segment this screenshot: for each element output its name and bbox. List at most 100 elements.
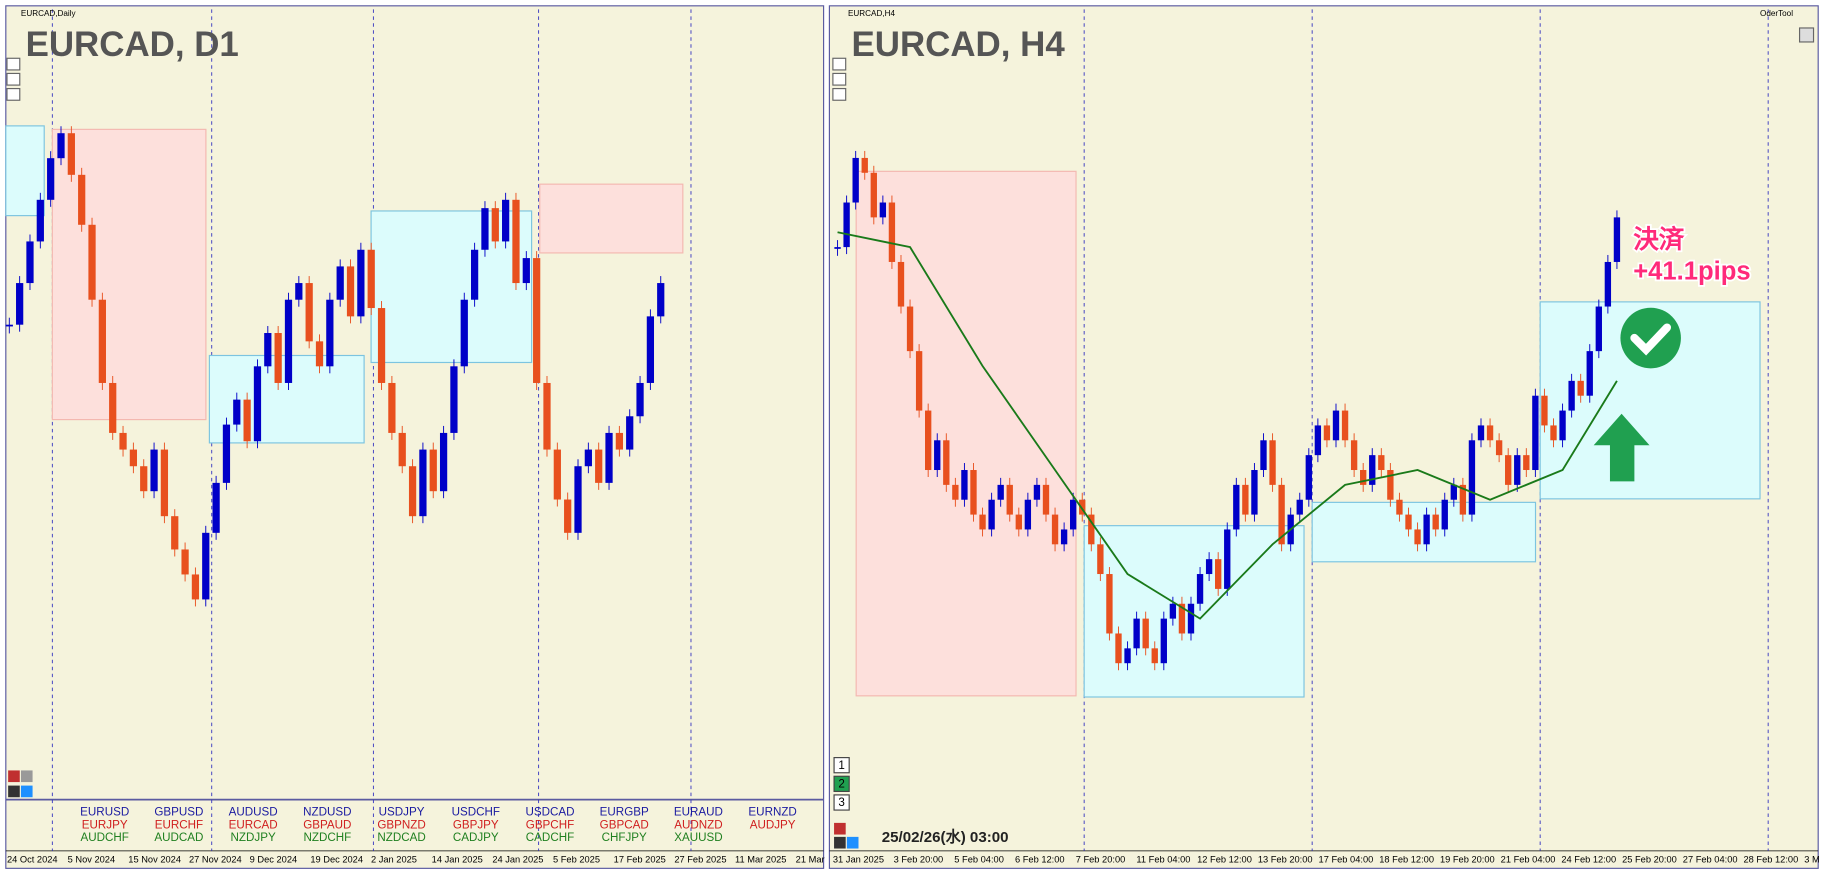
button-label[interactable]: 2 (838, 777, 844, 790)
symbol-link[interactable]: AUDCAD (154, 831, 203, 844)
x-tick-label: 24 Jan 2025 (492, 855, 543, 865)
candle (1495, 440, 1503, 456)
symbol-link[interactable]: GBPUSD (154, 805, 203, 818)
candle (109, 382, 117, 433)
symbol-link[interactable]: EURJPY (82, 818, 128, 831)
candle (16, 283, 24, 325)
symbol-link[interactable]: EURNZD (748, 805, 796, 818)
candle (1369, 455, 1376, 485)
x-tick-label: 12 Feb 12:00 (1197, 855, 1252, 865)
tool-label[interactable]: OderTool (1760, 9, 1793, 18)
candle (1459, 484, 1467, 515)
symbol-link[interactable]: AUDCHF (80, 831, 128, 844)
symbol-link[interactable]: CHFJPY (602, 831, 647, 844)
candle (522, 258, 530, 284)
x-tick-label: 6 Feb 12:00 (1015, 855, 1065, 865)
check-icon (1620, 307, 1681, 369)
symbol-link[interactable]: GBPCHF (526, 818, 574, 831)
x-tick-label: 18 Feb 12:00 (1379, 855, 1434, 865)
candle (181, 549, 189, 575)
symbol-link[interactable]: NZDUSD (303, 805, 351, 818)
candle (78, 174, 86, 225)
symbol-link[interactable]: EURCHF (155, 818, 203, 831)
candle (1432, 514, 1439, 530)
candle (88, 224, 96, 300)
candle (1051, 514, 1059, 545)
timeframe-buttons[interactable]: 1 2 3 (833, 757, 850, 811)
button-box[interactable] (833, 775, 850, 792)
symbol-link[interactable]: NZDJPY (231, 831, 276, 844)
symbol-link[interactable]: EURGBP (600, 805, 649, 818)
button-box[interactable] (833, 757, 850, 774)
symbol-link[interactable]: EURCAD (229, 818, 278, 831)
candle (481, 208, 489, 250)
candle (636, 382, 644, 417)
symbol-link[interactable]: USDJPY (379, 805, 425, 818)
candle (274, 333, 282, 383)
symbol-link[interactable]: EURAUD (674, 805, 723, 818)
candle (450, 366, 458, 433)
candle (315, 341, 324, 367)
candle (367, 249, 375, 309)
candle (1033, 484, 1041, 500)
candle (1486, 425, 1494, 441)
button-box[interactable] (833, 794, 850, 811)
symbol-link[interactable]: AUDUSD (229, 805, 278, 818)
symbol-link[interactable]: EURUSD (80, 805, 129, 818)
candle (1586, 351, 1593, 396)
candle (357, 249, 365, 317)
candle (934, 440, 941, 471)
candle (305, 283, 313, 342)
symbol-link[interactable]: USDCAD (525, 805, 574, 818)
candle (1060, 529, 1068, 545)
candle (439, 432, 448, 492)
candle (171, 516, 179, 550)
symbol-link[interactable]: CADJPY (453, 831, 499, 844)
candle (1505, 455, 1512, 485)
chart-title: EURCAD, H4 (852, 25, 1066, 64)
symbol-link[interactable]: AUDNZD (674, 818, 722, 831)
x-tick-label: 11 Mar 2025 (735, 855, 786, 865)
candle (1532, 395, 1539, 471)
corner-buttons[interactable] (8, 770, 859, 849)
candle (574, 466, 582, 533)
candle (615, 432, 623, 450)
symbol-link[interactable]: GBPNZD (377, 818, 425, 831)
candle (129, 449, 138, 467)
symbol-link[interactable]: CADCHF (526, 831, 574, 844)
symbol-link[interactable]: GBPCAD (600, 818, 649, 831)
candle (1124, 648, 1131, 664)
x-tick-label: 27 Nov 2024 (189, 855, 242, 865)
candle (1405, 514, 1412, 530)
symbol-link[interactable]: NZDCHF (303, 831, 351, 844)
candle (1196, 574, 1204, 604)
symbol-link[interactable]: GBPJPY (453, 818, 499, 831)
x-tick-label: 3 Feb 20:00 (894, 855, 944, 865)
symbol-link[interactable]: GBPAUD (303, 818, 351, 831)
symbol-link[interactable]: NZDCAD (377, 831, 425, 844)
symbol-link[interactable]: XAUUSD (674, 831, 722, 844)
candle (952, 484, 959, 500)
scroll-buttons[interactable] (6, 27, 1815, 101)
candle (1169, 603, 1177, 619)
moving-average (837, 231, 1618, 620)
candle (888, 202, 896, 262)
candle (1251, 470, 1258, 515)
annotation-text: 決済 (1633, 224, 1685, 254)
candle (1215, 559, 1222, 589)
candle (1604, 261, 1612, 307)
button-label[interactable]: 1 (838, 759, 844, 772)
button-label[interactable]: 3 (838, 796, 844, 809)
symbol-link[interactable]: USDCHF (452, 805, 500, 818)
x-tick-label: 3 M (1804, 855, 1819, 865)
symbol-link[interactable]: AUDJPY (750, 818, 796, 831)
timestamp: 25/02/26(水) 03:00 (882, 828, 1009, 846)
window-label: EURCAD,Daily (21, 9, 77, 18)
candle (657, 283, 665, 317)
candle (119, 432, 127, 450)
candle (1477, 425, 1485, 441)
x-tick-label: 25 Feb 20:00 (1622, 855, 1677, 865)
candle (1088, 514, 1095, 545)
candle (897, 261, 905, 307)
candle (398, 432, 406, 467)
